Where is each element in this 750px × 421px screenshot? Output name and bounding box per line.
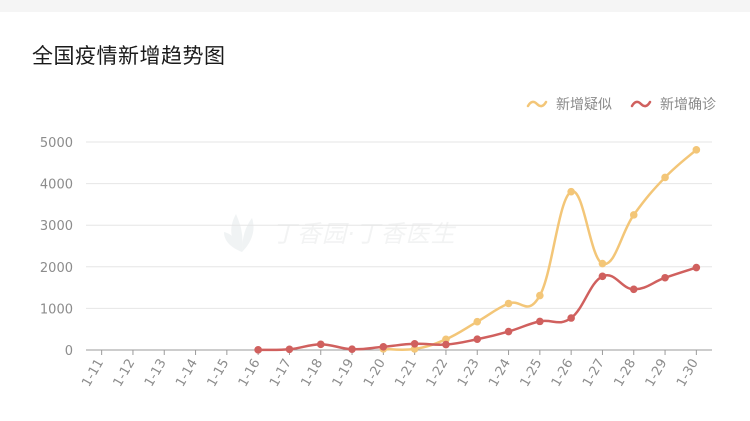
x-tick-label: 1-25	[518, 357, 546, 390]
watermark: 丁香园·丁香医生	[222, 208, 456, 254]
data-point-confirmed	[379, 342, 388, 351]
legend-wave-icon-confirmed	[630, 100, 652, 108]
x-tick-label: 1-12	[111, 357, 139, 390]
y-tick-label: 2000	[40, 261, 73, 276]
data-point-confirmed	[661, 273, 669, 282]
x-tick-label: 1-11	[79, 357, 107, 390]
series-layer	[254, 146, 701, 354]
x-tick-label: 1-14	[173, 357, 201, 390]
data-point-confirmed	[629, 285, 638, 294]
data-point-suspected	[598, 259, 607, 268]
y-tick-label: 3000	[40, 219, 73, 234]
y-tick-label: 5000	[40, 136, 73, 151]
data-point-confirmed	[692, 263, 701, 272]
legend-wave-icon-suspected	[526, 100, 548, 108]
data-point-confirmed	[285, 345, 294, 354]
data-point-confirmed	[504, 327, 513, 336]
data-point-suspected	[692, 146, 701, 154]
x-tick-label: 1-26	[549, 357, 577, 390]
y-tick-label: 0	[65, 344, 73, 359]
data-point-suspected	[504, 299, 513, 308]
grid-layer	[86, 141, 712, 309]
x-tick-label: 1-17	[267, 357, 295, 390]
data-point-suspected	[567, 187, 575, 196]
series-line-suspected	[382, 148, 698, 351]
y-tick-label: 4000	[40, 178, 73, 193]
x-tick-label: 1-24	[486, 357, 514, 390]
data-point-suspected	[661, 173, 669, 182]
data-point-suspected	[442, 335, 450, 344]
x-tick-label: 1-23	[455, 357, 483, 390]
watermark-text: 丁香园·丁香医生	[272, 219, 456, 248]
chart-card: 全国疫情新增趋势图 新增疑似 新增确诊 丁香园·丁香医生	[0, 12, 750, 421]
data-point-confirmed	[316, 340, 325, 349]
legend-label-suspected: 新增疑似	[556, 97, 612, 113]
x-tick-label: 1-22	[424, 357, 452, 390]
data-point-suspected	[629, 211, 638, 219]
x-tick-label: 1-21	[392, 357, 420, 390]
y-tick-label: 1000	[40, 302, 73, 317]
data-point-suspected	[536, 291, 544, 300]
leaf-logo-icon	[224, 214, 254, 252]
data-point-confirmed	[410, 340, 419, 348]
legend-item-suspected[interactable]: 新增疑似	[526, 94, 612, 114]
x-tick-label: 1-16	[236, 357, 264, 390]
x-tick-label: 1-13	[142, 357, 170, 390]
data-point-confirmed	[598, 272, 607, 281]
data-point-suspected	[473, 317, 482, 326]
data-point-confirmed	[567, 314, 575, 322]
data-point-confirmed	[348, 345, 356, 354]
x-tick-label: 1-19	[330, 357, 358, 390]
data-point-confirmed	[473, 335, 482, 344]
x-tick-label: 1-15	[205, 357, 233, 390]
legend-label-confirmed: 新增确诊	[660, 97, 716, 113]
x-tick-label: 1-20	[361, 357, 389, 390]
chart-title: 全国疫情新增趋势图	[32, 44, 226, 68]
legend-item-confirmed[interactable]: 新增确诊	[630, 94, 716, 114]
x-tick-label: 1-27	[580, 357, 608, 390]
x-tick-label: 1-29	[643, 357, 671, 390]
x-tick-label: 1-18	[298, 357, 326, 390]
x-tick-label: 1-30	[674, 357, 702, 390]
data-point-confirmed	[442, 340, 450, 349]
data-point-confirmed	[536, 317, 544, 326]
x-tick-label: 1-28	[611, 357, 639, 390]
chart-legend: 新增疑似 新增确诊	[526, 94, 716, 114]
data-point-confirmed	[254, 346, 262, 354]
